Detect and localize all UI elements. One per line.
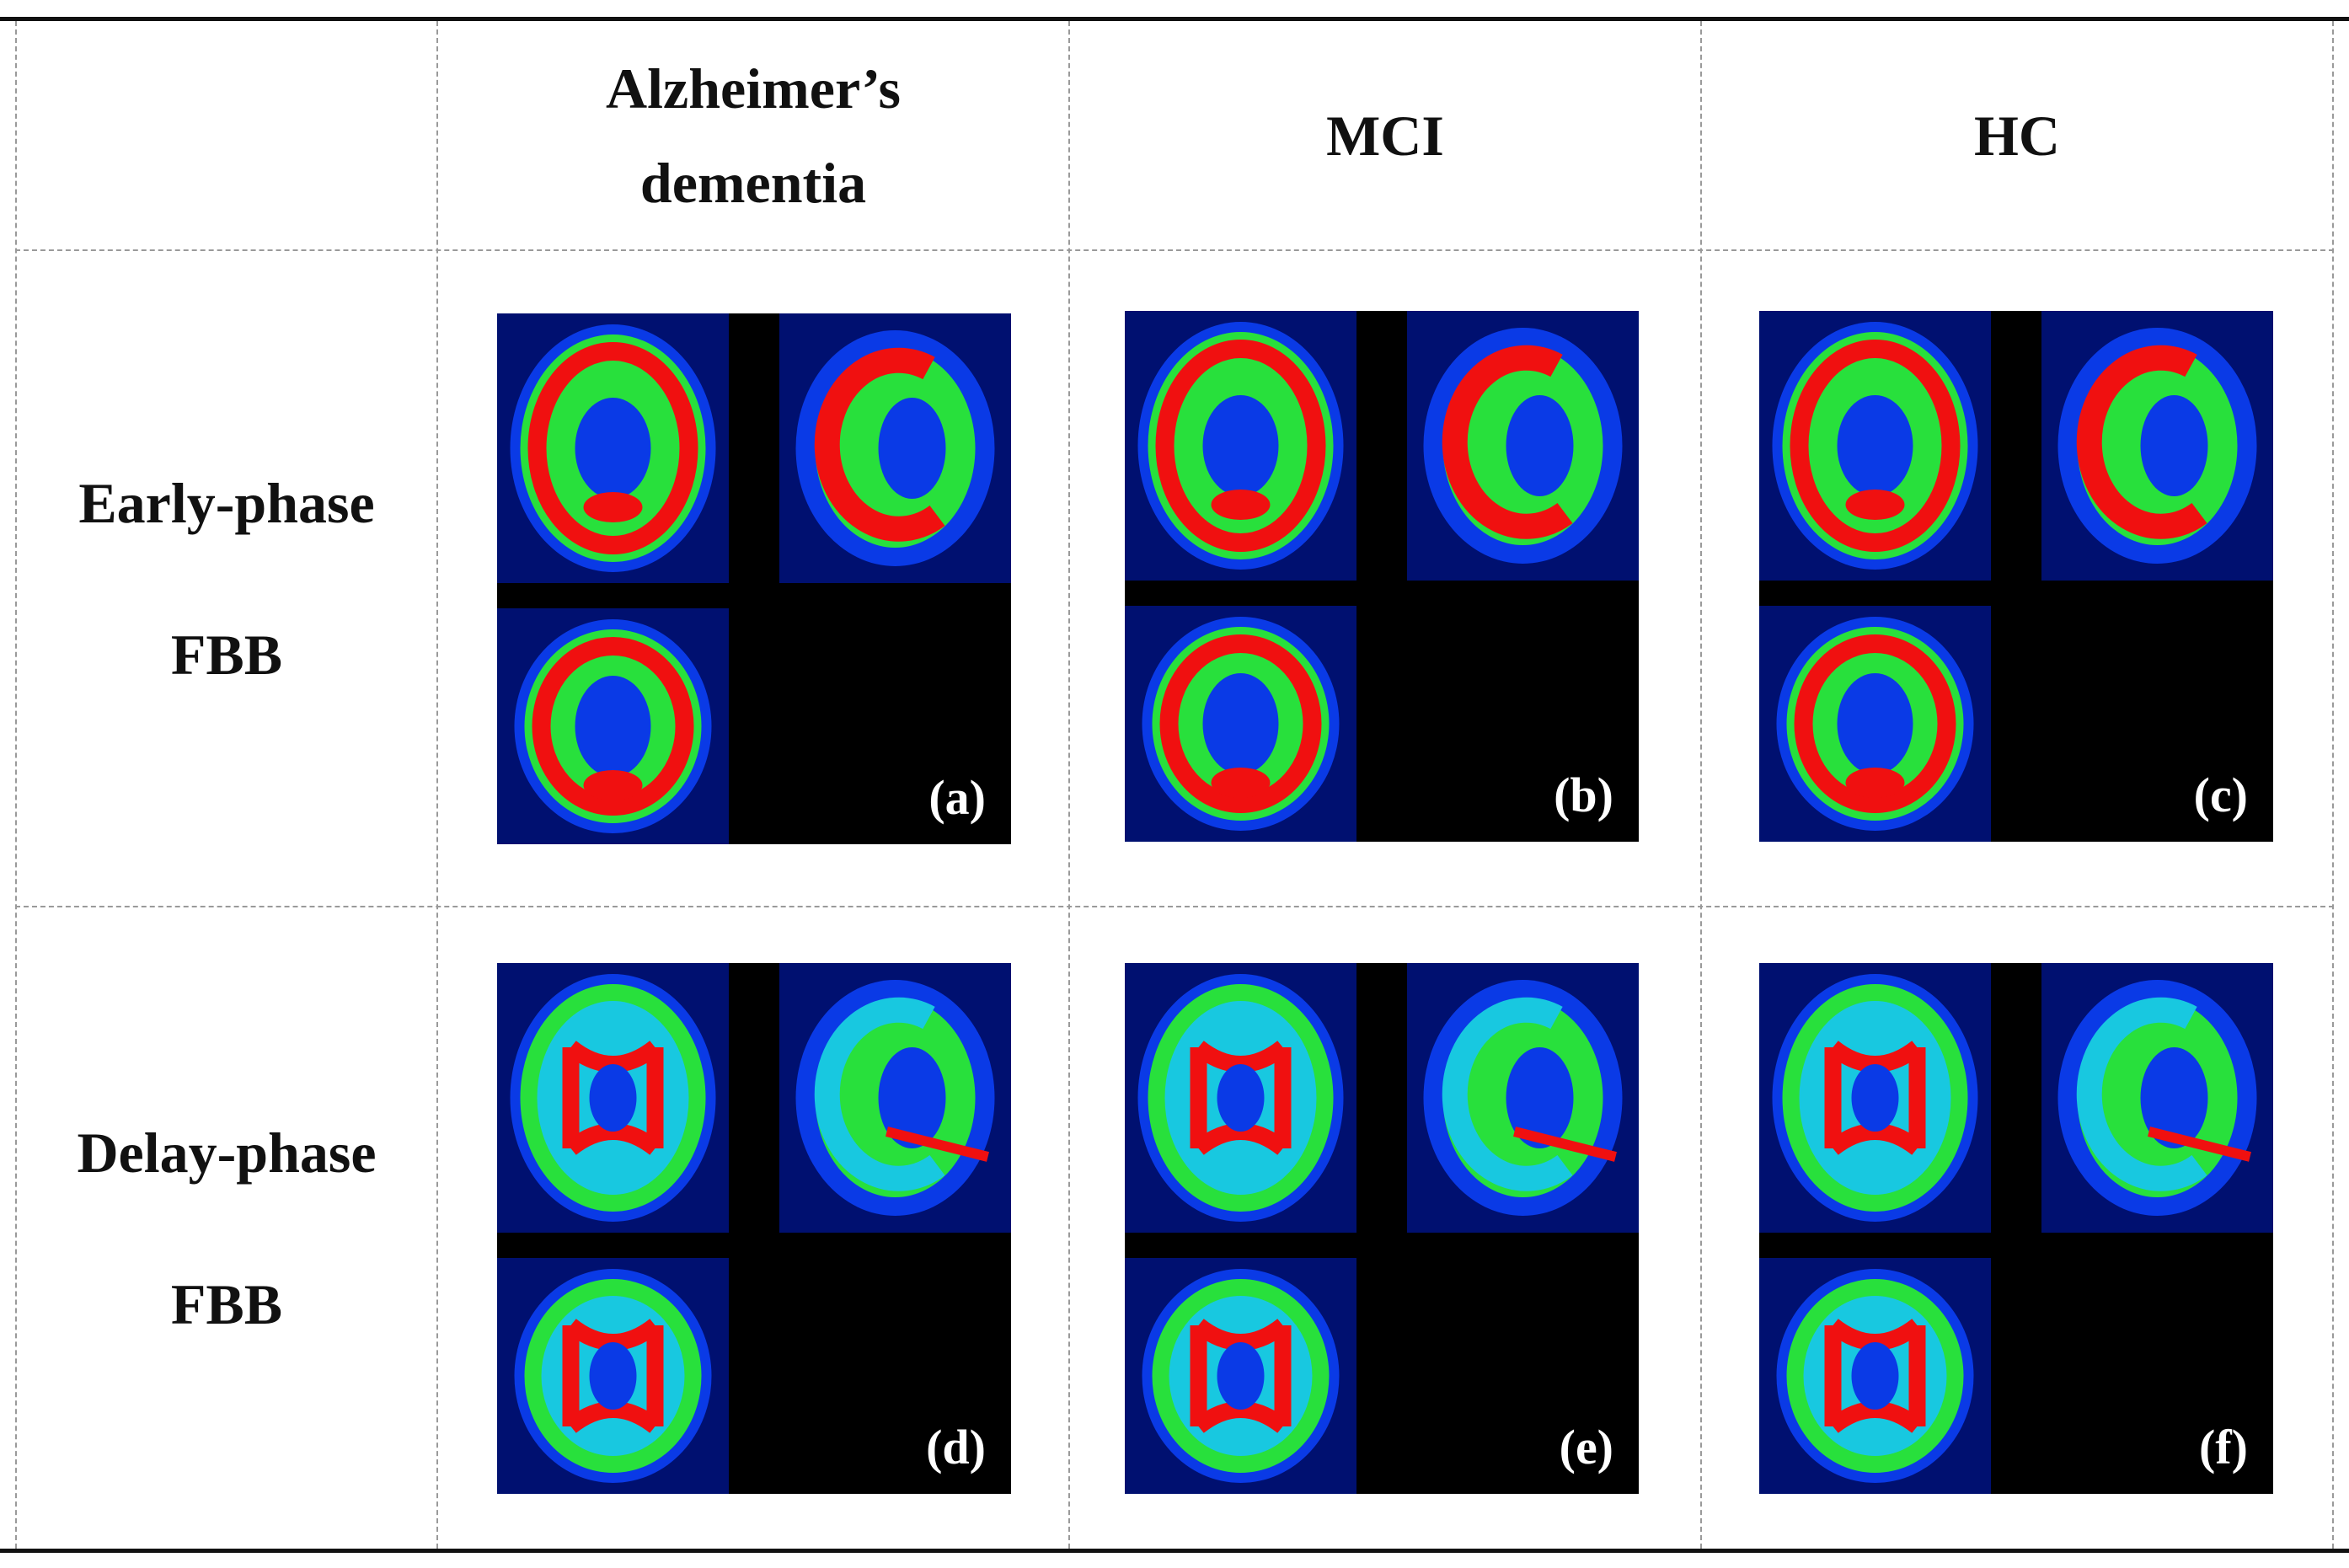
pet-panel-b: (b) <box>1125 311 1639 842</box>
table-top-rule <box>0 17 2349 21</box>
panel-label: (c) <box>2193 768 2248 822</box>
pet-panel-d: (d) <box>497 963 1011 1494</box>
row-label-line: Delay-phase <box>77 1120 377 1185</box>
pet-scan-image <box>1125 311 1639 842</box>
row-label-line: FBB <box>170 1271 283 1336</box>
row-label-line: FBB <box>170 622 283 687</box>
pet-scan-image <box>1759 963 2273 1494</box>
column-header-line: HC <box>1974 103 2060 168</box>
panel-label: (b) <box>1554 768 1613 822</box>
row-label-delay-phase: Delay-phase FBB <box>17 907 436 1549</box>
row-divider <box>15 906 2334 907</box>
column-header-line: Alzheimer’s <box>606 56 901 120</box>
panel-label: (d) <box>926 1420 986 1474</box>
column-header-line: MCI <box>1326 103 1444 168</box>
column-divider <box>1068 21 1070 1549</box>
row-label-early-phase: Early-phase FBB <box>17 251 436 906</box>
pet-panel-e: (e) <box>1125 963 1639 1494</box>
pet-panel-c: (c) <box>1759 311 2273 842</box>
column-header-alzheimers: Alzheimer’s dementia <box>438 21 1068 249</box>
column-divider <box>1700 21 1702 1549</box>
panel-label: (a) <box>928 770 986 825</box>
column-divider <box>436 21 438 1549</box>
column-header-mci: MCI <box>1070 21 1700 249</box>
column-divider <box>15 21 17 1549</box>
pet-scan-image <box>1759 311 2273 842</box>
column-header-line: dementia <box>639 150 867 215</box>
panel-label: (f) <box>2199 1420 2248 1474</box>
pet-scan-image <box>1125 963 1639 1494</box>
pet-panel-a: (a) <box>497 313 1011 844</box>
pet-panel-f: (f) <box>1759 963 2273 1494</box>
column-header-hc: HC <box>1702 21 2332 249</box>
header-divider <box>15 249 2334 251</box>
panel-label: (e) <box>1559 1420 1613 1474</box>
table-bottom-rule <box>0 1549 2349 1553</box>
pet-scan-image <box>497 313 1011 844</box>
pet-scan-image <box>497 963 1011 1494</box>
column-divider <box>2332 21 2334 1549</box>
row-label-line: Early-phase <box>78 470 375 535</box>
